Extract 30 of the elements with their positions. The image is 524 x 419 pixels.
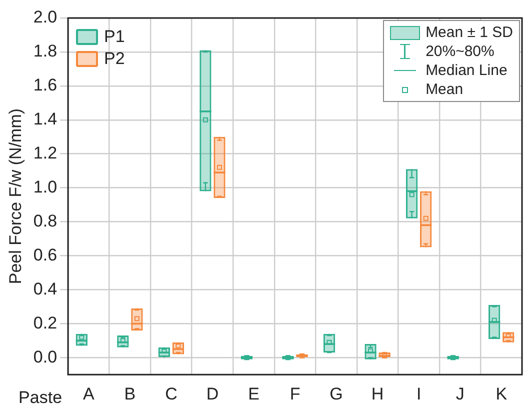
x-tick-label: B <box>124 384 136 404</box>
annotation: Mean ± 1 SD <box>426 24 513 41</box>
y-tick-label: 1.8 <box>33 42 58 61</box>
y-tick-label: 1.0 <box>33 177 58 196</box>
y-tick-label: 0.8 <box>33 211 58 230</box>
annotation: Median Line <box>426 62 508 79</box>
x-tick-label: F <box>290 384 300 404</box>
annotation: 20%~80% <box>426 43 494 60</box>
y-tick-label: 0.0 <box>33 347 58 366</box>
x-tick-label: E <box>248 384 260 404</box>
y-axis-title: Peel Force F/w (N/mm) <box>6 108 25 284</box>
y-tick-label: 0.6 <box>33 245 58 264</box>
annotation: Mean <box>426 81 464 98</box>
legend-label: P1 <box>104 27 125 47</box>
x-tick-label: D <box>206 384 219 404</box>
x-axis-title: Paste <box>18 388 62 407</box>
x-tick-label: K <box>496 384 508 404</box>
x-tick-label: I <box>416 384 422 404</box>
x-tick-label: J <box>456 384 464 404</box>
y-tick-label: 1.6 <box>33 76 58 95</box>
x-tick-label: A <box>82 384 95 404</box>
y-tick-label: 1.2 <box>33 144 58 163</box>
y-tick-label: 2.0 <box>33 8 58 27</box>
y-tick-label: 1.4 <box>33 110 58 129</box>
x-tick-label: H <box>371 384 384 404</box>
x-tick-label: G <box>330 384 343 404</box>
y-tick-label: 0.4 <box>33 279 58 298</box>
y-tick-label: 0.2 <box>33 313 58 332</box>
legend-label: P2 <box>104 49 125 69</box>
x-tick-label: C <box>165 384 178 404</box>
